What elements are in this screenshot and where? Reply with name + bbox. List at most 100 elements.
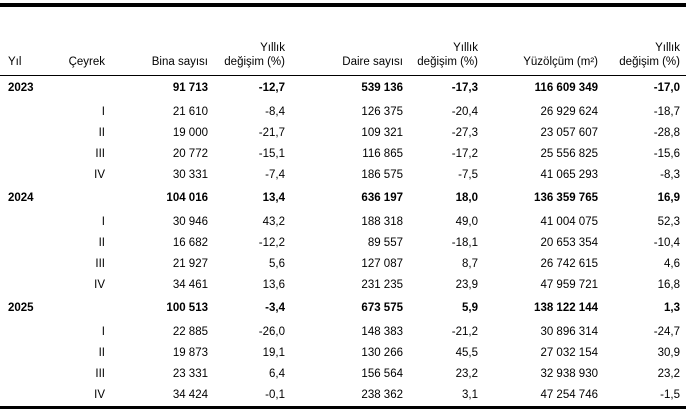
quarter-cell: II [98,236,105,249]
bina-yillik-degisim-cell: 19,1 [262,346,285,359]
bina-yillik-degisim-cell: 13,6 [262,278,285,291]
daire-yillik-degisim-cell: -20,4 [451,105,478,118]
table-row-quarter: I 21 610 -8,4 126 375 -20,4 26 929 624 -18,7 [0,102,686,123]
yuzolcum-yillik-degisim-cell: 30,9 [657,346,680,359]
bina-sayisi-cell: 100 513 [166,302,208,315]
bina-yillik-degisim-cell: 13,4 [262,192,285,205]
yuzolcum-cell: 47 254 746 [540,388,598,401]
column-header-label: Yıl [8,56,22,68]
col-header-daire-sayisi: Daire sayısı [285,7,403,76]
column-header-top-line: Yıllık [453,42,478,54]
table-row-year-total: 2024 104 016 13,4 636 197 18,0 136 359 765 16,… [0,186,686,212]
daire-sayisi-cell: 148 383 [361,325,403,338]
yuzolcum-cell: 47 959 721 [540,278,598,291]
quarter-cell: I [101,215,105,228]
yuzolcum-cell: 27 032 154 [540,346,598,359]
bina-yillik-degisim-cell: -12,7 [258,82,285,95]
quarter-cell: IV [94,168,105,181]
quarter-cell [60,296,110,322]
daire-sayisi-cell: 89 557 [367,236,403,249]
bina-yillik-degisim-cell: -0,1 [265,388,285,401]
table-header: Yıl Çeyrek Bina sayısı Yıllık değişim (%) Dai… [0,7,686,76]
table-row-quarter: II 19 000 -21,7 109 321 -27,3 23 057 607 -28,8 [0,123,686,144]
quarter-cell: I [101,325,105,338]
yuzolcum-yillik-degisim-cell: -8,3 [660,168,680,181]
bina-sayisi-cell: 30 331 [172,168,208,181]
bina-yillik-degisim-cell: -26,0 [258,325,285,338]
column-header-label: Yüzölçüm (m²) [523,56,598,68]
column-header-label: Çeyrek [68,56,105,68]
year-cell [0,343,60,364]
year-cell [0,212,60,233]
daire-sayisi-cell: 116 865 [362,147,403,160]
daire-yillik-degisim-cell: -7,5 [458,168,478,181]
daire-yillik-degisim-cell: -17,2 [451,147,478,160]
daire-yillik-degisim-cell: 45,5 [455,346,478,359]
yuzolcum-cell: 116 609 349 [534,82,598,95]
bina-sayisi-cell: 20 772 [172,147,208,160]
table-row-quarter: I 30 946 43,2 188 318 49,0 41 004 075 52,3 [0,212,686,233]
table-row-quarter: II 16 682 -12,2 89 557 -18,1 20 653 354 -10,4 [0,233,686,254]
daire-yillik-degisim-cell: 8,7 [462,257,478,270]
col-header-ceyrek: Çeyrek [60,7,110,76]
quarter-cell: II [98,126,105,139]
column-header-label: değişim (%) [224,56,285,68]
daire-yillik-degisim-cell: -17,3 [451,82,478,95]
daire-sayisi-cell: 636 197 [361,192,403,205]
yuzolcum-yillik-degisim-cell: 23,2 [657,367,680,380]
daire-sayisi-cell: 130 266 [361,346,403,359]
yuzolcum-yillik-degisim-cell: 1,3 [664,302,680,315]
yuzolcum-yillik-degisim-cell: -15,6 [653,147,680,160]
yuzolcum-cell: 26 929 624 [540,105,598,118]
year-cell [0,275,60,296]
daire-yillik-degisim-cell: -21,2 [451,325,478,338]
bina-sayisi-cell: 19 000 [172,126,208,139]
bina-sayisi-cell: 16 682 [172,236,208,249]
bina-yillik-degisim-cell: 43,2 [262,215,285,228]
yuzolcum-cell: 25 556 825 [540,147,598,160]
yuzolcum-cell: 30 896 314 [540,325,598,338]
yuzolcum-yillik-degisim-cell: -10,4 [653,236,680,249]
daire-yillik-degisim-cell: 3,1 [462,388,478,401]
building-statistics-table: Yıl Çeyrek Bina sayısı Yıllık değişim (%) Dai… [0,7,686,406]
quarter-cell [60,76,110,103]
yuzolcum-cell: 41 065 293 [540,168,598,181]
daire-sayisi-cell: 109 321 [361,126,403,139]
table-row-quarter: I 22 885 -26,0 148 383 -21,2 30 896 314 -24,7 [0,322,686,343]
yuzolcum-cell: 136 359 765 [534,192,598,205]
daire-sayisi-cell: 673 575 [361,302,403,315]
col-header-yil: Yıl [0,7,60,76]
table-row-quarter: II 19 873 19,1 130 266 45,5 27 032 154 30,9 [0,343,686,364]
column-header-top-line: Yıllık [260,42,285,54]
col-header-bina-yillik-degisim: Yıllık değişim (%) [208,7,285,76]
quarter-cell: I [101,105,105,118]
year-cell [0,254,60,275]
column-header-top-line: Yıllık [655,42,680,54]
year-cell: 2024 [8,192,34,205]
bina-sayisi-cell: 19 873 [172,346,208,359]
table-row-quarter: IV 30 331 -7,4 186 575 -7,5 41 065 293 -8,3 [0,165,686,186]
daire-sayisi-cell: 231 235 [361,278,403,291]
yuzolcum-yillik-degisim-cell: 16,8 [657,278,680,291]
table-row-quarter: III 20 772 -15,1 116 865 -17,2 25 556 825 -15,… [0,144,686,165]
table-row-quarter: IV 34 424 -0,1 238 362 3,1 47 254 746 -1,5 [0,385,686,406]
table-row-quarter: IV 34 461 13,6 231 235 23,9 47 959 721 16,8 [0,275,686,296]
yuzolcum-yillik-degisim-cell: -17,0 [653,82,680,95]
daire-yillik-degisim-cell: -18,1 [451,236,478,249]
column-header-label: değişim (%) [619,56,680,68]
quarter-cell: III [95,147,105,160]
column-header-label: Daire sayısı [342,56,403,68]
yuzolcum-yillik-degisim-cell: 52,3 [657,215,680,228]
yuzolcum-yillik-degisim-cell: -1,5 [660,388,680,401]
year-cell [0,165,60,186]
bina-yillik-degisim-cell: -15,1 [258,147,285,160]
col-header-yuzolcum: Yüzölçüm (m²) [478,7,598,76]
bina-sayisi-cell: 34 461 [172,278,208,291]
yuzolcum-yillik-degisim-cell: 4,6 [664,257,680,270]
year-cell: 2025 [8,302,34,315]
bina-sayisi-cell: 23 331 [172,367,208,380]
col-header-bina-sayisi: Bina sayısı [110,7,208,76]
bina-sayisi-cell: 21 610 [172,105,208,118]
table-header-row: Yıl Çeyrek Bina sayısı Yıllık değişim (%) Dai… [0,7,686,76]
year-cell [0,385,60,406]
